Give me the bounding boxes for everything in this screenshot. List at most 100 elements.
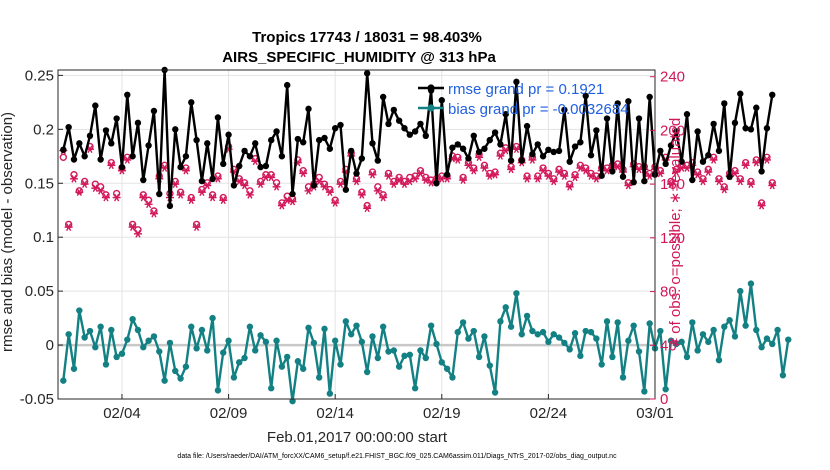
bias-point — [555, 334, 563, 341]
nobs-evaluated-stroke — [273, 182, 280, 191]
rmse-point — [646, 93, 653, 101]
bias-point — [342, 318, 350, 325]
nobs-evaluated-stroke — [572, 173, 578, 182]
bias-point — [411, 385, 419, 392]
rmse-point — [172, 126, 179, 133]
bias-point — [118, 350, 126, 357]
nobs-evaluated-point — [693, 170, 702, 179]
rmse-point — [449, 144, 456, 151]
nobs-evaluated-stroke — [625, 181, 631, 190]
chart-title-line2: AIRS_SPECIFIC_HUMIDITY @ 313 hPa — [222, 49, 496, 66]
bias-point — [545, 338, 552, 346]
nobs-evaluated-stroke — [679, 164, 685, 172]
bias-point — [763, 335, 771, 342]
rmse-point — [726, 173, 733, 180]
nobs-evaluated-stroke — [146, 200, 152, 209]
bias-point — [630, 322, 637, 329]
rmse-point — [443, 171, 451, 178]
bias-point — [539, 328, 547, 336]
x-tick-label: 02/19 — [423, 405, 461, 422]
rmse-point — [747, 126, 755, 133]
rmse-point — [321, 134, 328, 142]
nobs-evaluated-stroke — [199, 188, 205, 197]
rmse-point — [108, 140, 115, 147]
rmse-point — [555, 147, 563, 155]
bias-point — [262, 338, 270, 346]
x-tick-label: 02/09 — [210, 405, 248, 422]
rmse-point — [699, 158, 707, 165]
rmse-point — [534, 141, 541, 148]
nobs-evaluated-stroke — [743, 161, 749, 170]
nobs-evaluated-stroke — [369, 170, 376, 179]
nobs-evaluated-stroke — [236, 177, 242, 186]
legend-bias-marker — [427, 104, 435, 112]
bias-point — [705, 338, 712, 346]
bias-point — [97, 323, 104, 330]
bias-point — [305, 324, 312, 332]
nobs-evaluated-stroke — [220, 196, 226, 205]
y-right-axis-ticks: 0 40 80 120 160 200 240 — [650, 69, 685, 408]
bias-point — [124, 336, 131, 343]
rmse-point — [342, 186, 350, 193]
nobs-evaluated-stroke — [535, 174, 541, 183]
rmse-point — [422, 132, 429, 139]
nobs-evaluated-point — [363, 204, 372, 213]
rmse-point — [347, 147, 355, 155]
nobs-evaluated-stroke — [545, 172, 551, 180]
bias-point — [502, 304, 509, 311]
rmse-point — [518, 157, 525, 164]
bias-point — [737, 287, 744, 295]
bias-point — [529, 327, 536, 335]
y-right-axis-label: # of obs: o=possible; ∗=evaluated — [667, 118, 684, 347]
rmse-point — [571, 143, 579, 150]
nobs-evaluated-stroke — [263, 173, 269, 182]
nobs-evaluated-point — [544, 172, 553, 180]
nobs-evaluated-stroke — [92, 184, 98, 193]
bias-point — [721, 323, 728, 330]
nobs-evaluated-stroke — [289, 197, 296, 206]
series-bias — [60, 280, 792, 405]
nobs-evaluated-stroke — [503, 146, 509, 155]
nobs-evaluated-stroke — [151, 209, 157, 218]
rmse-point — [481, 145, 488, 152]
x-tick-label: 02/14 — [316, 405, 354, 422]
nobs-evaluated-point — [149, 209, 158, 218]
bias-point — [438, 359, 445, 366]
nobs-evaluated-point — [757, 201, 766, 210]
rmse-point — [252, 140, 259, 147]
bias-point — [145, 337, 152, 344]
rmse-point — [465, 155, 472, 162]
bias-point — [694, 347, 701, 354]
bias-point — [294, 358, 302, 365]
rmse-point — [310, 182, 318, 189]
nobs-evaluated-stroke — [476, 153, 482, 162]
nobs-evaluated-stroke — [215, 174, 221, 183]
nobs-evaluated-stroke — [247, 191, 253, 199]
rmse-point — [315, 136, 323, 144]
nobs-evaluated-stroke — [98, 187, 104, 195]
bias-point — [76, 307, 83, 314]
y-left-tick-label: 0.1 — [33, 229, 54, 246]
bias-point — [481, 333, 488, 340]
nobs-evaluated-point — [624, 181, 633, 190]
rmse-point — [667, 142, 675, 149]
series-nobs-evaluated — [59, 145, 777, 238]
rmse-point — [769, 91, 776, 99]
nobs-evaluated-point — [736, 177, 745, 186]
bias-point — [657, 327, 664, 335]
rmse-point — [214, 114, 222, 121]
x-tick-label: 02/04 — [103, 405, 141, 422]
bias-point — [699, 331, 707, 338]
rmse-point — [166, 202, 174, 210]
nobs-evaluated-stroke — [551, 177, 557, 186]
nobs-evaluated-stroke — [540, 166, 546, 175]
bias-point — [769, 340, 776, 348]
rmse-point — [614, 100, 621, 107]
bias-point — [198, 326, 206, 334]
rmse-point — [710, 120, 717, 128]
nobs-evaluated-stroke — [508, 165, 514, 174]
rmse-point — [625, 98, 632, 105]
nobs-evaluated-point — [219, 196, 228, 205]
bias-point — [108, 326, 115, 334]
nobs-evaluated-stroke — [162, 164, 168, 172]
